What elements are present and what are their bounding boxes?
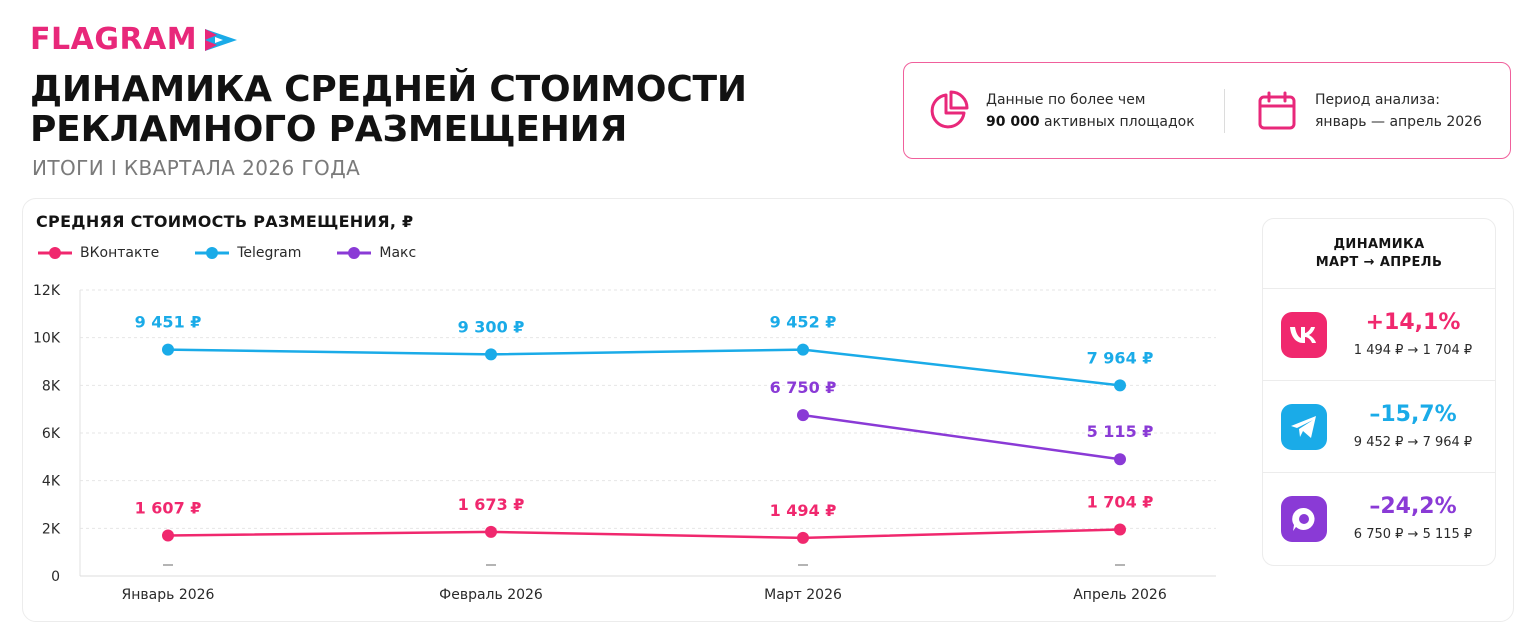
dynamics-pct-max: –24,2% (1369, 494, 1457, 519)
y-tick-label: 8K (42, 378, 61, 394)
brand-logo-text: FLAGRAM (30, 22, 198, 57)
legend-swatch-telegram (195, 247, 230, 259)
data-point-max (797, 409, 809, 422)
data-label-telegram: 9 452 ₽ (770, 313, 837, 332)
legend-swatch-max (337, 247, 372, 259)
legend-item-max: Макс (335, 244, 416, 262)
dynamics-row-vk: +14,1% 1 494 ₽ → 1 704 ₽ (1263, 289, 1495, 381)
data-point-telegram (162, 343, 174, 356)
info-period-line1: Период анализа: (1315, 91, 1440, 108)
x-tick-label: Январь 2026 (122, 587, 215, 603)
x-tick-label: Март 2026 (764, 587, 842, 603)
chart-title: СРЕДНЯЯ СТОИМОСТЬ РАЗМЕЩЕНИЯ, ₽ (36, 212, 414, 231)
legend-label-vk: ВКонтакте (80, 245, 160, 261)
y-tick-label: 10K (33, 331, 61, 347)
info-data-line1: Данные по более чем (986, 91, 1146, 108)
data-label-vk: 1 494 ₽ (770, 501, 837, 520)
max-logo-icon (1281, 496, 1327, 542)
dynamics-pct-telegram: –15,7% (1369, 401, 1457, 427)
info-data-text: Данные по более чем 90 000 активных площ… (986, 89, 1195, 133)
dynamics-panel: ДИНАМИКА МАРТ → АПРЕЛЬ +14,1% 1 494 ₽ → … (1262, 218, 1496, 566)
chart-legend: ВКонтакте Telegram Макс (36, 244, 450, 262)
data-label-telegram: 7 964 ₽ (1087, 348, 1154, 367)
pie-chart-icon (930, 90, 969, 128)
page-subtitle: ИТОГИ I КВАРТАЛА 2026 ГОДА (32, 156, 361, 180)
data-point-max (1114, 453, 1126, 466)
series-line-max (802, 413, 1121, 461)
data-label-vk: 1 607 ₽ (135, 498, 202, 517)
y-tick-label: 0 (51, 569, 60, 585)
dynamics-row-max: –24,2% 6 750 ₽ → 5 115 ₽ (1263, 473, 1495, 565)
info-data-item: Данные по более чем 90 000 активных площ… (904, 63, 1224, 158)
x-tick-label: Февраль 2026 (439, 587, 543, 603)
y-tick-label: 6K (42, 426, 61, 442)
calendar-icon (1258, 91, 1296, 129)
dynamics-row-telegram: –15,7% 9 452 ₽ → 7 964 ₽ (1263, 381, 1495, 473)
legend-label-telegram: Telegram (237, 245, 302, 261)
legend-item-telegram: Telegram (193, 244, 301, 262)
x-tick-label: Апрель 2026 (1073, 587, 1167, 603)
brand-logo: FLAGRAM (30, 22, 241, 58)
dynamics-pct-vk: +14,1% (1365, 309, 1461, 335)
dynamics-range-max: 6 750 ₽ → 5 115 ₽ (1353, 527, 1473, 542)
dynamics-range-telegram: 9 452 ₽ → 7 964 ₽ (1353, 434, 1473, 450)
info-period-item: Период анализа: январь — апрель 2026 (1225, 63, 1482, 158)
data-label-vk: 1 673 ₽ (458, 495, 525, 514)
y-tick-label: 4K (42, 474, 61, 490)
data-point-vk (1114, 523, 1126, 536)
page-title: ДИНАМИКА СРЕДНЕЙ СТОИМОСТИ РЕКЛАМНОГО РА… (30, 69, 747, 150)
data-point-telegram (797, 343, 809, 356)
info-period-text: Период анализа: январь — апрель 2026 (1315, 89, 1482, 133)
data-label-telegram: 9 451 ₽ (135, 313, 202, 332)
y-tick-label: 2K (42, 521, 61, 537)
data-label-max: 5 115 ₽ (1087, 422, 1154, 441)
data-label-vk: 1 704 ₽ (1087, 493, 1154, 512)
data-label-telegram: 9 300 ₽ (458, 317, 525, 336)
data-point-telegram (1114, 379, 1126, 392)
info-period-line2: январь — апрель 2026 (1315, 113, 1482, 130)
play-triangle-icon (205, 29, 238, 51)
data-point-vk (485, 525, 497, 538)
series-line-telegram (167, 348, 1121, 387)
dynamics-range-vk: 1 494 ₽ → 1 704 ₽ (1353, 342, 1473, 358)
data-label-max: 6 750 ₽ (770, 378, 837, 397)
legend-swatch-vk (38, 247, 72, 259)
vk-logo-icon (1281, 311, 1327, 358)
dynamics-title: ДИНАМИКА МАРТ → АПРЕЛЬ (1263, 219, 1495, 289)
info-data-count: 90 000 (986, 113, 1040, 130)
info-box: Данные по более чем 90 000 активных площ… (903, 62, 1511, 159)
info-data-line2: активных площадок (1044, 113, 1195, 130)
legend-label-max: Макс (379, 245, 417, 261)
telegram-logo-icon (1281, 403, 1327, 450)
info-divider (1224, 88, 1225, 133)
y-tick-label: 12K (33, 283, 61, 299)
data-point-vk (797, 531, 809, 544)
data-point-vk (162, 529, 174, 542)
legend-item-vk: ВКонтакте (36, 244, 159, 262)
series-line-vk (167, 528, 1121, 540)
data-point-telegram (485, 348, 497, 361)
